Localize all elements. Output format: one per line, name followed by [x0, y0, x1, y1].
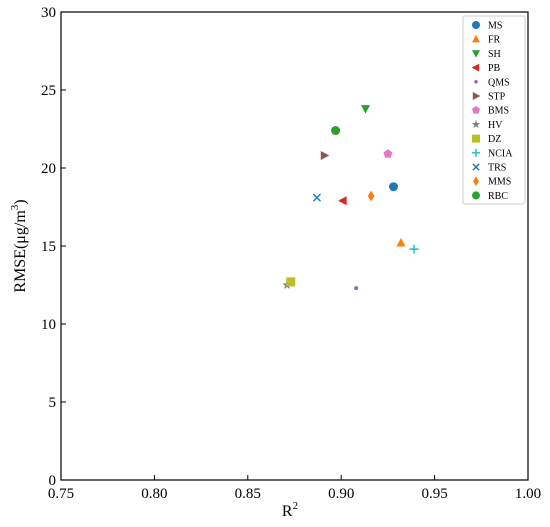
y-tick-label: 10 — [41, 317, 56, 333]
legend-label-ncia: NCIA — [488, 148, 513, 159]
legend-label-hv: HV — [488, 120, 503, 131]
y-axis-label-close: ) — [12, 199, 29, 204]
point-qms — [354, 286, 359, 291]
plot-frame — [60, 11, 529, 481]
point-sh — [360, 105, 370, 114]
legend-marker-stp — [472, 92, 481, 100]
x-axis-label: R2 — [282, 500, 298, 520]
legend-frame — [462, 15, 526, 205]
point-ms — [389, 182, 399, 192]
x-tick-label: 0.80 — [141, 486, 167, 502]
legend-label-qms: QMS — [488, 77, 510, 88]
legend-marker-qms — [474, 80, 478, 84]
y-tick-label: 30 — [41, 5, 56, 21]
x-tick-label: 0.85 — [235, 486, 261, 502]
point-stp — [320, 151, 330, 161]
legend: MS FR SH PB QMS STP BMS HV DZ NCIA TRS MMS RBC — [462, 15, 526, 205]
legend-marker-fr — [472, 34, 480, 43]
legend-marker-bms — [472, 106, 480, 114]
y-axis-label-sup: 3 — [9, 204, 21, 210]
data-points — [282, 105, 419, 291]
y-axis-label: RMSE(μg/m3) — [9, 199, 29, 292]
legend-marker-pb — [471, 63, 480, 72]
x-tick-label: 0.95 — [421, 486, 447, 502]
y-tick-label: 25 — [41, 83, 56, 99]
legend-marker-mms — [473, 176, 479, 186]
y-axis-label-main: RMSE(μg/m — [12, 210, 29, 293]
legend-items: MS FR SH PB QMS STP BMS HV DZ NCIA TRS MMS RBC — [471, 21, 513, 202]
legend-label-ms: MS — [488, 21, 502, 32]
legend-marker-hv — [471, 120, 481, 128]
legend-marker-ncia — [472, 148, 480, 157]
x-tick-label: 1.00 — [515, 486, 541, 502]
legend-label-sh: SH — [488, 49, 501, 60]
point-bms — [383, 149, 393, 158]
point-dz — [286, 277, 296, 287]
point-rbc — [331, 126, 341, 136]
point-pb — [338, 196, 347, 206]
legend-marker-sh — [472, 50, 480, 58]
point-mms — [367, 190, 375, 202]
legend-label-bms: BMS — [488, 106, 509, 117]
x-axis-label-sup: 2 — [293, 500, 299, 512]
x-tick-label: 0.75 — [48, 486, 74, 502]
legend-marker-rbc — [472, 191, 480, 200]
legend-label-dz: DZ — [488, 134, 501, 145]
legend-marker-trs — [472, 163, 480, 171]
x-axis-label-main: R — [282, 503, 293, 520]
y-tick-label: 0 — [49, 473, 57, 489]
x-tick-label: 0.90 — [328, 486, 354, 502]
legend-label-fr: FR — [488, 35, 501, 46]
legend-label-trs: TRS — [488, 163, 506, 174]
y-tick-label: 15 — [41, 239, 56, 255]
legend-label-mms: MMS — [488, 177, 511, 188]
legend-marker-dz — [472, 134, 480, 143]
point-trs — [312, 193, 322, 202]
legend-label-pb: PB — [488, 63, 501, 74]
legend-label-stp: STP — [488, 92, 506, 103]
legend-label-rbc: RBC — [488, 191, 508, 202]
plot-area — [60, 11, 529, 481]
y-axis-ticks: 0 5 10 15 20 25 30 — [41, 5, 66, 489]
point-fr — [396, 237, 406, 247]
x-axis-ticks: 0.75 0.80 0.85 0.90 0.95 1.00 — [48, 475, 541, 502]
legend-marker-ms — [472, 21, 480, 29]
y-tick-label: 5 — [49, 395, 57, 411]
point-ncia — [409, 244, 419, 254]
y-tick-label: 20 — [41, 161, 56, 177]
